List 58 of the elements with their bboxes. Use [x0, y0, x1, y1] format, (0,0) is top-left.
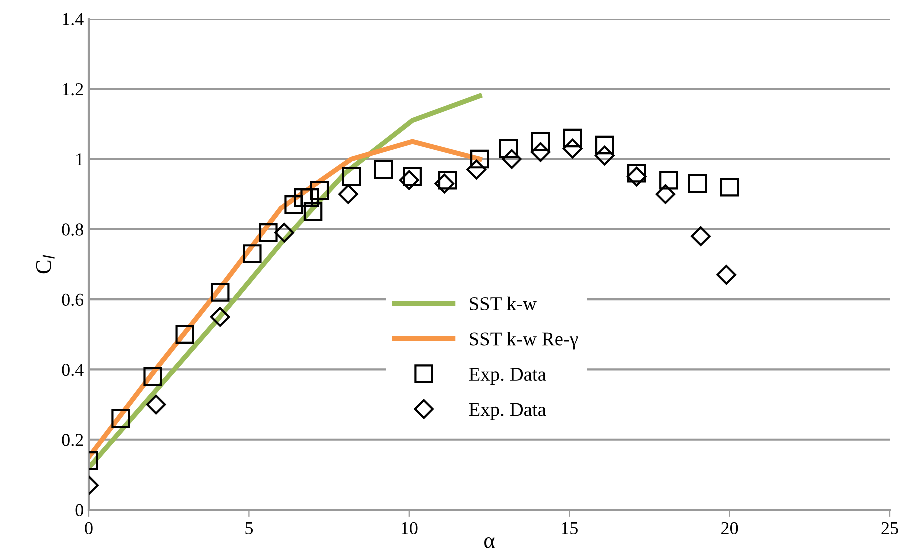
point [144, 367, 162, 386]
point [259, 224, 278, 242]
point [210, 307, 230, 327]
point [400, 170, 420, 190]
y-tick-label: 0 [76, 504, 84, 516]
point [656, 184, 676, 204]
x-tick-label: 0 [85, 522, 93, 535]
y-tick-label: 0.6 [62, 294, 84, 306]
point [342, 167, 362, 186]
y-tick-label: 1.4 [63, 13, 84, 26]
x-axis-title: α [484, 538, 495, 548]
point [595, 136, 614, 155]
y-tick-label: 1 [76, 154, 84, 166]
point [691, 226, 711, 246]
x-tick-label: 10 [402, 522, 418, 535]
x-tick-label: 15 [562, 522, 578, 535]
point [403, 167, 422, 186]
point [146, 394, 166, 415]
legend-label: SST k-w [470, 296, 537, 311]
point [660, 170, 678, 190]
x-tick-label: 5 [246, 522, 254, 535]
point [563, 128, 582, 148]
legend-label: Exp. Data [469, 368, 546, 385]
point [628, 164, 646, 183]
point [338, 184, 358, 204]
point [562, 138, 583, 159]
point [499, 139, 518, 158]
legend-label: SST k-w Re-γ [470, 332, 578, 350]
point [284, 196, 304, 214]
point [531, 132, 550, 152]
point [594, 146, 615, 166]
point [438, 170, 458, 190]
y-tick-label: 0.8 [62, 224, 84, 236]
point [470, 150, 490, 169]
x-tick-label: 20 [722, 522, 738, 535]
y-tick-label: 1.2 [63, 83, 84, 96]
point [627, 166, 647, 187]
x-tick-label: 25 [882, 522, 898, 535]
point [310, 181, 330, 200]
point [274, 223, 294, 243]
point [502, 149, 522, 170]
point [530, 142, 551, 162]
point [112, 409, 130, 428]
point [210, 283, 230, 302]
legend-label: Exp. Data [469, 403, 546, 420]
point [466, 160, 487, 180]
point [176, 325, 194, 344]
point [716, 265, 736, 285]
point [294, 188, 314, 208]
y-axis-title: C$_{l}$ [36, 255, 55, 274]
y-tick-label: 0.2 [62, 434, 84, 446]
point [434, 174, 455, 194]
point [304, 202, 323, 222]
point [688, 174, 708, 194]
point [374, 160, 394, 180]
point [720, 178, 740, 197]
point [243, 244, 262, 264]
y-tick-label: 0.4 [62, 364, 84, 376]
